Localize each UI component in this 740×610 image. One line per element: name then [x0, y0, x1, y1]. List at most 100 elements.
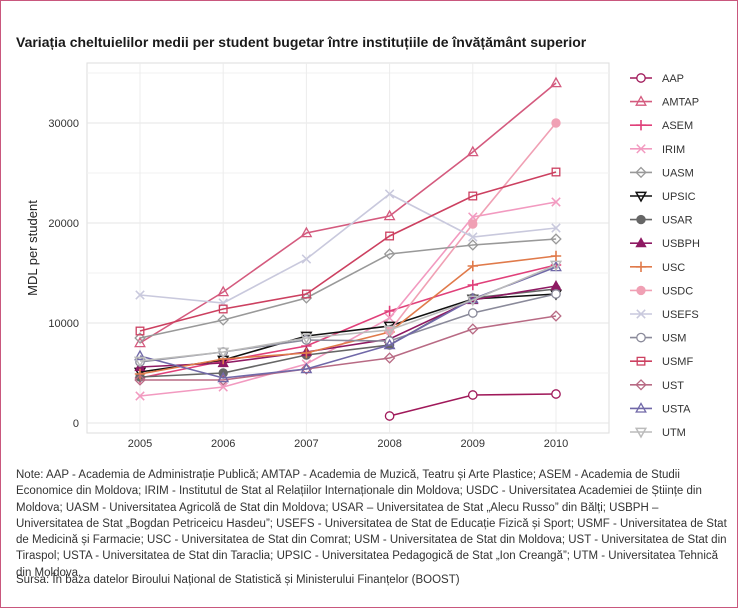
legend-label: UST [662, 380, 684, 392]
data-point-usta [300, 362, 313, 374]
data-point-amtap [466, 145, 479, 157]
y-tick-label: 30000 [48, 118, 79, 130]
data-point-asem [467, 279, 478, 291]
series-line-amtap [139, 82, 557, 344]
data-point-utm [466, 295, 479, 307]
legend-item-irim: IRIM [630, 144, 685, 156]
legend-marker [635, 402, 647, 413]
data-point-usmf [551, 167, 561, 177]
legend-label: USBPH [662, 238, 700, 250]
data-point-usmf [135, 326, 145, 336]
legend-item-amtap: AMTAP [630, 95, 699, 109]
legend-label: AAP [662, 73, 684, 85]
y-tick-label: 10000 [48, 318, 79, 330]
data-point-irim [384, 313, 395, 323]
legend-item-ust: UST [630, 379, 684, 392]
data-point-ust [550, 310, 562, 322]
data-point-usefs [384, 189, 395, 199]
legend-marker [634, 191, 648, 203]
legend-item-aap: AAP [630, 73, 684, 85]
data-point-amtap [134, 336, 146, 348]
data-point-utm [383, 325, 396, 337]
legend-marker [635, 166, 647, 179]
legend-label: USTA [662, 403, 691, 415]
x-axis: 2005 2006 2007 2008 2009 2010 [128, 438, 568, 450]
data-point-usmf [301, 289, 311, 299]
y-tick-label: 0 [73, 418, 79, 430]
legend-item-usmf: USMF [630, 356, 693, 368]
x-tick-label: 2008 [377, 438, 401, 450]
data-point-uasm [467, 239, 479, 251]
data-point-utm [217, 347, 230, 359]
series-usefs [135, 189, 561, 308]
data-point-ust [467, 323, 479, 335]
data-point-usta [134, 349, 146, 361]
legend-marker [635, 379, 647, 391]
series-line-ust [140, 315, 557, 381]
data-point-irim [218, 382, 228, 392]
data-point-aap [384, 411, 395, 421]
data-point-utm [133, 356, 147, 368]
x-tick-label: 2005 [128, 438, 152, 450]
data-point-utm [300, 333, 313, 345]
data-point-usefs [551, 223, 561, 233]
data-point-usta [383, 338, 396, 350]
data-point-usc [467, 260, 478, 272]
data-point-asem [384, 305, 395, 317]
data-point-utm [549, 260, 563, 272]
data-point-usc [550, 250, 562, 262]
legend-marker [635, 261, 647, 272]
legend-marker [636, 73, 646, 83]
data-point-usdc [551, 118, 561, 128]
series-aap [384, 389, 561, 421]
series-line-uasm [139, 238, 557, 339]
plot-background [86, 62, 610, 434]
data-point-usta [217, 371, 230, 383]
x-tick-label: 2009 [461, 438, 485, 450]
data-point-ust [383, 352, 396, 364]
legend-item-usdc: USDC [630, 285, 693, 297]
data-point-usc [301, 347, 312, 359]
legend-label: USEFS [662, 309, 699, 321]
data-point-amtap [550, 76, 562, 88]
data-point-usc [134, 368, 146, 380]
line-chart: 0 10000 20000 30000 2005 2006 2007 2008 2009 201… [25, 62, 700, 450]
legend-item-usta: USTA [630, 402, 691, 415]
chart-title: Variația cheltuielilor medii per student… [16, 34, 587, 50]
series-group [133, 76, 563, 421]
legend-label: ASEM [662, 120, 693, 132]
legend-marker [636, 309, 646, 319]
data-point-ust [134, 374, 146, 386]
data-point-usm [551, 289, 561, 299]
data-point-irim [135, 391, 145, 401]
series-line-utm [139, 264, 557, 362]
legend-marker [635, 237, 647, 248]
legend-marker [636, 214, 646, 225]
y-axis-title: MDL per student [25, 200, 40, 296]
y-tick-label: 20000 [48, 218, 79, 230]
x-tick-label: 2006 [211, 438, 235, 450]
legend-marker [635, 120, 647, 131]
data-point-usdc [468, 219, 478, 229]
legend: AAP AMTAP ASEM IRIM UASM UPSIC USAR USBPH USC USD… [630, 73, 700, 439]
y-axis: 0 10000 20000 30000 [48, 118, 79, 430]
legend-item-upsic: UPSIC [630, 191, 696, 203]
legend-item-usefs: USEFS [630, 309, 699, 321]
series-line-usbph [139, 285, 557, 368]
legend-item-uasm: UASM [630, 166, 694, 179]
legend-label: USMF [662, 356, 693, 368]
legend-marker [636, 285, 646, 296]
series-line-usc [139, 255, 557, 375]
series-amtap [134, 76, 562, 348]
legend-label: IRIM [662, 144, 685, 156]
legend-label: USAR [662, 215, 693, 227]
series-utm [133, 260, 563, 368]
series-line-usmf [139, 171, 557, 332]
legend-label: UASM [662, 167, 694, 179]
data-point-uasm [134, 332, 146, 344]
legend-marker [636, 332, 646, 343]
series-usc [134, 250, 562, 380]
series-usmf [135, 167, 561, 336]
legend-item-usbph: USBPH [630, 237, 700, 250]
